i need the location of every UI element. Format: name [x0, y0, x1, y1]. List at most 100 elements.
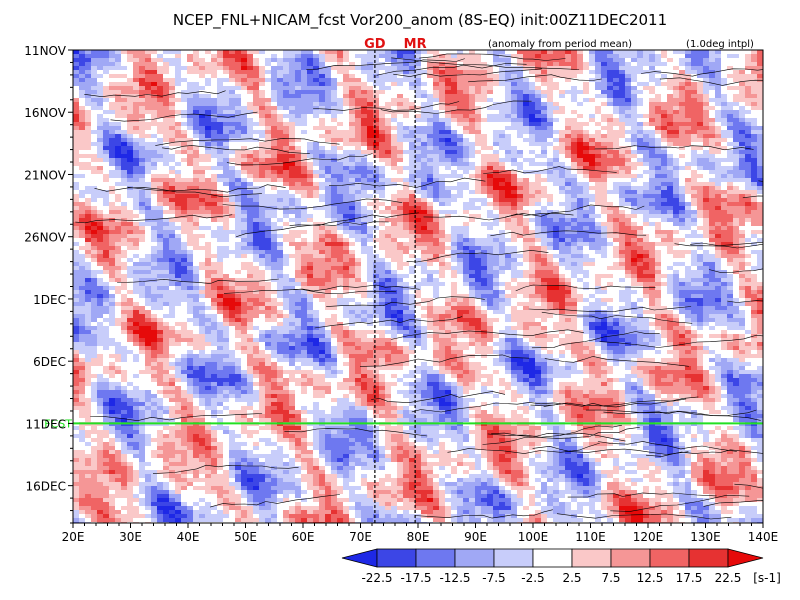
heatmap-cell — [481, 186, 488, 191]
heatmap-cell — [325, 114, 332, 119]
heatmap-cell — [691, 70, 698, 75]
heatmap-cell — [607, 150, 614, 155]
heatmap-cell — [247, 222, 254, 227]
heatmap-cell — [355, 138, 362, 143]
heatmap-cell — [271, 118, 278, 123]
heatmap-cell — [607, 58, 614, 63]
heatmap-cell — [649, 218, 656, 223]
heatmap-cell — [379, 210, 386, 215]
heatmap-cell — [409, 82, 416, 87]
heatmap-cell — [121, 138, 128, 143]
heatmap-cell — [673, 62, 680, 67]
heatmap-cell — [541, 162, 548, 167]
heatmap-cell — [313, 102, 320, 107]
heatmap-cell — [403, 218, 410, 223]
heatmap-cell — [469, 74, 476, 79]
heatmap-cell — [595, 74, 602, 79]
heatmap-cell — [451, 122, 458, 127]
heatmap-cell — [667, 90, 674, 95]
heatmap-cell — [415, 162, 422, 167]
heatmap-cell — [115, 50, 122, 55]
heatmap-cell — [391, 106, 398, 111]
heatmap-cell — [199, 86, 206, 91]
heatmap-cell — [229, 166, 236, 171]
heatmap-cell — [295, 58, 302, 63]
heatmap-cell — [391, 110, 398, 115]
heatmap-cell — [511, 58, 518, 63]
heatmap-cell — [235, 118, 242, 123]
heatmap-cell — [211, 78, 218, 83]
heatmap-cell — [481, 150, 488, 155]
heatmap-cell — [601, 106, 608, 111]
heatmap-cell — [415, 194, 422, 199]
heatmap-cell — [415, 198, 422, 203]
heatmap-cell — [757, 138, 763, 143]
heatmap-cell — [715, 158, 722, 163]
heatmap-cell — [421, 210, 428, 215]
heatmap-cell — [409, 114, 416, 119]
heatmap-cell — [613, 182, 620, 187]
heatmap-cell — [511, 90, 518, 95]
heatmap-cell — [379, 134, 386, 139]
heatmap-cell — [151, 202, 158, 207]
heatmap-cell — [739, 94, 746, 99]
heatmap-cell — [313, 198, 320, 203]
heatmap-cell — [199, 178, 206, 183]
heatmap-cell — [139, 174, 146, 179]
heatmap-cell — [445, 142, 452, 147]
heatmap-cell — [337, 190, 344, 195]
heatmap-cell — [505, 206, 512, 211]
heatmap-cell — [193, 174, 200, 179]
heatmap-cell — [691, 218, 698, 223]
heatmap-cell — [97, 78, 104, 83]
heatmap-cell — [451, 218, 458, 223]
heatmap-cell — [751, 210, 758, 215]
heatmap-cell — [679, 86, 686, 91]
heatmap-cell — [607, 74, 614, 79]
heatmap-cell — [517, 154, 524, 159]
heatmap-cell — [517, 106, 524, 111]
heatmap-cell — [595, 206, 602, 211]
heatmap-cell — [205, 78, 212, 83]
heatmap-cell — [679, 66, 686, 71]
heatmap-cell — [517, 162, 524, 167]
heatmap-cell — [139, 190, 146, 195]
heatmap-cell — [571, 70, 578, 75]
heatmap-cell — [697, 50, 704, 55]
heatmap-cell — [463, 138, 470, 143]
heatmap-cell — [139, 162, 146, 167]
heatmap-cell — [589, 94, 596, 99]
heatmap-cell — [607, 218, 614, 223]
heatmap-cell — [301, 142, 308, 147]
heatmap-cell — [613, 194, 620, 199]
heatmap-cell — [169, 94, 176, 99]
heatmap-cell — [109, 54, 116, 59]
heatmap-cell — [277, 50, 284, 55]
heatmap-cell — [217, 170, 224, 175]
heatmap-cell — [163, 130, 170, 135]
heatmap-cell — [583, 162, 590, 167]
heatmap-cell — [481, 218, 488, 223]
heatmap-cell — [199, 118, 206, 123]
heatmap-cell — [535, 66, 542, 71]
heatmap-cell — [157, 198, 164, 203]
heatmap-cell — [553, 78, 560, 83]
heatmap-cell — [721, 210, 728, 215]
heatmap-cell — [541, 210, 548, 215]
heatmap-cell — [661, 206, 668, 211]
heatmap-cell — [643, 166, 650, 171]
heatmap-cell — [163, 82, 170, 87]
heatmap-cell — [163, 206, 170, 211]
heatmap-cell — [643, 134, 650, 139]
heatmap-cell — [451, 58, 458, 63]
heatmap-cell — [223, 210, 230, 215]
heatmap-cell — [679, 118, 686, 123]
heatmap-cell — [295, 102, 302, 107]
heatmap-cell — [109, 82, 116, 87]
heatmap-cell — [121, 222, 128, 227]
heatmap-cell — [625, 202, 632, 207]
heatmap-cell — [493, 146, 500, 151]
heatmap-cell — [241, 142, 248, 147]
heatmap-cell — [481, 86, 488, 91]
heatmap-cell — [217, 98, 224, 103]
